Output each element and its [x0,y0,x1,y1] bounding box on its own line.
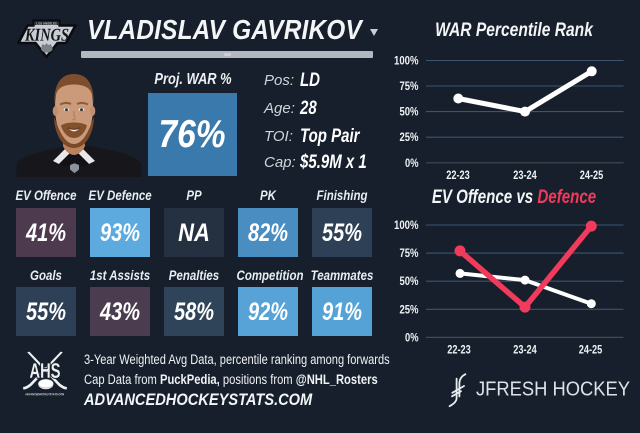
svg-text:23-24: 23-24 [513,345,537,357]
svg-text:0%: 0% [405,332,419,344]
svg-text:75%: 75% [400,248,419,260]
svg-text:22-23: 22-23 [447,345,471,357]
svg-text:24-25: 24-25 [580,170,604,182]
svg-text:25%: 25% [400,304,419,316]
svg-text:24-25: 24-25 [579,345,603,357]
svg-text:50%: 50% [400,107,419,119]
svg-text:100%: 100% [394,56,419,68]
svg-text:50%: 50% [400,276,419,288]
svg-text:0%: 0% [405,158,419,170]
svg-text:23-24: 23-24 [513,170,537,182]
svg-text:100%: 100% [394,220,419,232]
svg-text:75%: 75% [400,81,419,93]
svg-text:JFRESH HOCKEY: JFRESH HOCKEY [476,379,630,401]
svg-text:25%: 25% [400,132,419,144]
svg-text:22-23: 22-23 [446,170,470,182]
